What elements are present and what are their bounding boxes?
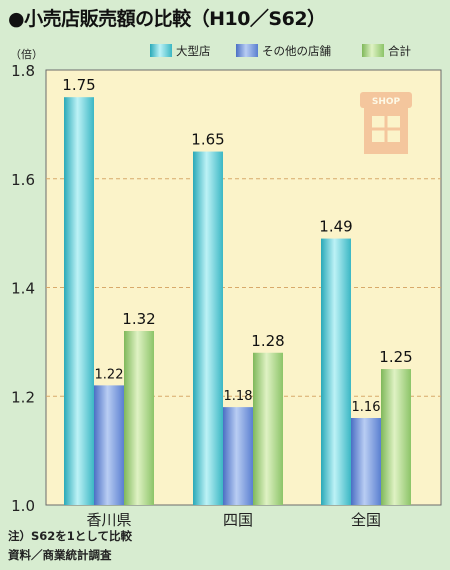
shop-icon: SHOP — [360, 92, 412, 154]
bar-1 — [321, 238, 351, 505]
bar-3 — [381, 369, 411, 505]
data-label: 1.22 — [95, 367, 124, 382]
bar-3 — [124, 331, 154, 505]
data-label: 1.16 — [352, 400, 381, 415]
bar-2 — [94, 385, 124, 505]
bar-2 — [351, 418, 381, 505]
chart-title: ●小売店販売額の比較（H10／S62） — [8, 8, 326, 30]
data-label: 1.32 — [122, 310, 155, 328]
data-label: 1.18 — [224, 389, 253, 404]
legend-swatch-3 — [362, 44, 384, 57]
shop-awning — [360, 92, 412, 108]
y-tick-label: 1.2 — [11, 388, 35, 406]
source-note: 資料／商業統計調査 — [8, 548, 112, 562]
x-category-label: 四国 — [223, 511, 253, 529]
y-tick-label: 1.4 — [11, 280, 35, 298]
x-category-label: 香川県 — [86, 511, 131, 529]
bar-1 — [193, 151, 223, 505]
data-label: 1.65 — [191, 131, 224, 149]
y-unit-label: （倍） — [10, 48, 43, 61]
legend-label-3: 合計 — [388, 44, 411, 58]
legend-swatch-1 — [150, 44, 172, 57]
y-tick-label: 1.8 — [11, 62, 35, 80]
data-label: 1.28 — [251, 332, 284, 350]
bar-2 — [223, 407, 253, 505]
bar-3 — [253, 352, 283, 505]
y-tick-label: 1.6 — [11, 171, 35, 189]
shop-sign-text: SHOP — [372, 97, 401, 107]
legend-swatch-2 — [236, 44, 258, 57]
legend-label-1: 大型店 — [176, 44, 211, 58]
y-tick-label: 1.0 — [11, 497, 35, 515]
data-label: 1.75 — [62, 76, 95, 94]
data-label: 1.49 — [319, 218, 352, 236]
footnote: 注）S62を1として比較 — [8, 529, 132, 543]
data-label: 1.25 — [379, 348, 412, 366]
legend-label-2: その他の店舗 — [262, 44, 331, 58]
bar-1 — [64, 97, 94, 505]
x-category-label: 全国 — [351, 511, 381, 529]
